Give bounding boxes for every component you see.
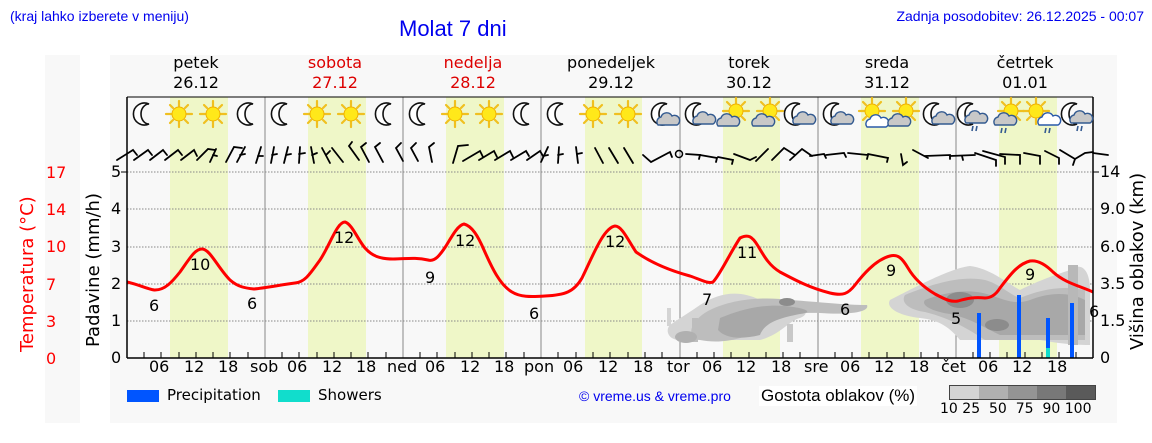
temp-annotations: 6 10 6 12 9 12 6 12 7 11 6 9 5 9 6 [149, 228, 1099, 328]
precip-tick: 1 [111, 311, 122, 330]
cloud-density [667, 265, 1090, 345]
temp-tick: 17 [46, 163, 67, 182]
region-hint: (kraj lahko izberete v meniju) [10, 8, 189, 24]
showers-legend-label: Showers [318, 386, 382, 404]
temp-axis-panel [45, 55, 80, 423]
x-tick: 18 [1047, 357, 1068, 376]
cloud-height-tick: 0 [1100, 348, 1111, 367]
svg-text:6: 6 [529, 304, 539, 323]
svg-text:6: 6 [840, 300, 850, 319]
x-tick: 18 [356, 357, 377, 376]
svg-text:9: 9 [1025, 265, 1035, 284]
precip-tick: 4 [111, 199, 122, 218]
temp-tick: 0 [46, 349, 57, 368]
day-label-sreda: sreda 31.12 [864, 53, 910, 92]
x-tick: 18 [909, 357, 930, 376]
x-tick-day: ned [387, 357, 418, 376]
precipitation-legend-label: Precipitation [167, 386, 261, 404]
svg-text:9: 9 [425, 268, 435, 287]
svg-text:6: 6 [247, 294, 257, 313]
x-tick: 06 [425, 357, 446, 376]
svg-text:12: 12 [334, 228, 354, 247]
daylight-bands [170, 97, 1057, 358]
precip-tick: 0 [111, 348, 122, 367]
precip-tick: 3 [111, 237, 122, 256]
temp-tick: 10 [46, 237, 67, 256]
x-tick: 12 [874, 357, 895, 376]
svg-text:11: 11 [737, 243, 757, 262]
x-tick: 12 [598, 357, 619, 376]
svg-text:6: 6 [149, 296, 159, 315]
x-tick-day: tor [667, 357, 690, 376]
x-tick-day: sob [250, 357, 279, 376]
day-label-ponedeljek: ponedeljek 29.12 [567, 53, 655, 92]
x-tick: 12 [322, 357, 343, 376]
x-tick: 06 [702, 357, 723, 376]
cloud-height-tick: 9.0 [1100, 199, 1126, 218]
day-label-sobota: sobota 27.12 [307, 53, 363, 92]
svg-text:12: 12 [605, 232, 625, 251]
x-tick: 12 [184, 357, 205, 376]
x-tick: 06 [287, 357, 308, 376]
x-tick: 12 [1012, 357, 1033, 376]
x-tick-day: čet [941, 357, 966, 376]
x-tick-day: sre [804, 357, 829, 376]
temp-axis-title: Temperatura (°C) [17, 196, 38, 352]
day-label-nedelja: nedelja 28.12 [443, 53, 503, 92]
day-label-petek: petek 26.12 [173, 53, 219, 92]
cloud-density-colorbar [949, 385, 1096, 400]
cloud-height-tick: 3.5 [1100, 274, 1126, 293]
temp-tick: 7 [46, 275, 57, 294]
precip-tick: 5 [111, 162, 122, 181]
precip-axis-title: Padavine (mm/h) [83, 193, 104, 347]
precipitation-bars [977, 295, 1074, 358]
x-tick: 06 [563, 357, 584, 376]
cloud-density-title: Gostota oblakov (%) [759, 386, 918, 406]
day-label-cetrtek: četrtek 01.01 [996, 53, 1054, 92]
last-updated: Zadnja posodobitev: 26.12.2025 - 00:07 [896, 8, 1144, 24]
precip-tick: 2 [111, 274, 122, 293]
showers-swatch [278, 390, 310, 402]
svg-text:9: 9 [886, 261, 896, 280]
day-label-torek: torek 30.12 [726, 53, 772, 92]
cloud-height-tick: 1.5 [1100, 311, 1126, 330]
x-tick: 18 [218, 357, 239, 376]
x-tick: 06 [149, 357, 170, 376]
temp-tick: 3 [46, 312, 57, 331]
credit-link[interactable]: © vreme.us & vreme.pro [579, 388, 731, 404]
temp-tick: 14 [46, 200, 67, 219]
svg-text:5: 5 [951, 309, 961, 328]
temperature-curve [126, 220, 1094, 303]
wind-barbs [116, 141, 1109, 167]
x-tick: 18 [771, 357, 792, 376]
x-tick: 12 [736, 357, 757, 376]
cloud-height-tick: 14 [1100, 162, 1121, 181]
precipitation-swatch [127, 390, 159, 402]
x-tick: 06 [978, 357, 999, 376]
x-tick: 06 [840, 357, 861, 376]
cloud-height-axis-title: Višina oblakov (km) [1127, 172, 1148, 350]
svg-text:10: 10 [190, 255, 210, 274]
x-tick: 18 [494, 357, 515, 376]
svg-text:7: 7 [702, 290, 712, 309]
x-tick-day: pon [524, 357, 555, 376]
cloud-density-ticks: 10 25 50 75 90 100 [940, 401, 1092, 417]
svg-text:6: 6 [1089, 302, 1099, 321]
x-tick: 12 [460, 357, 481, 376]
cloud-height-tick: 6.0 [1100, 237, 1126, 256]
svg-text:12: 12 [455, 231, 475, 250]
page-title: Molat 7 dni [399, 16, 507, 41]
x-tick: 18 [633, 357, 654, 376]
